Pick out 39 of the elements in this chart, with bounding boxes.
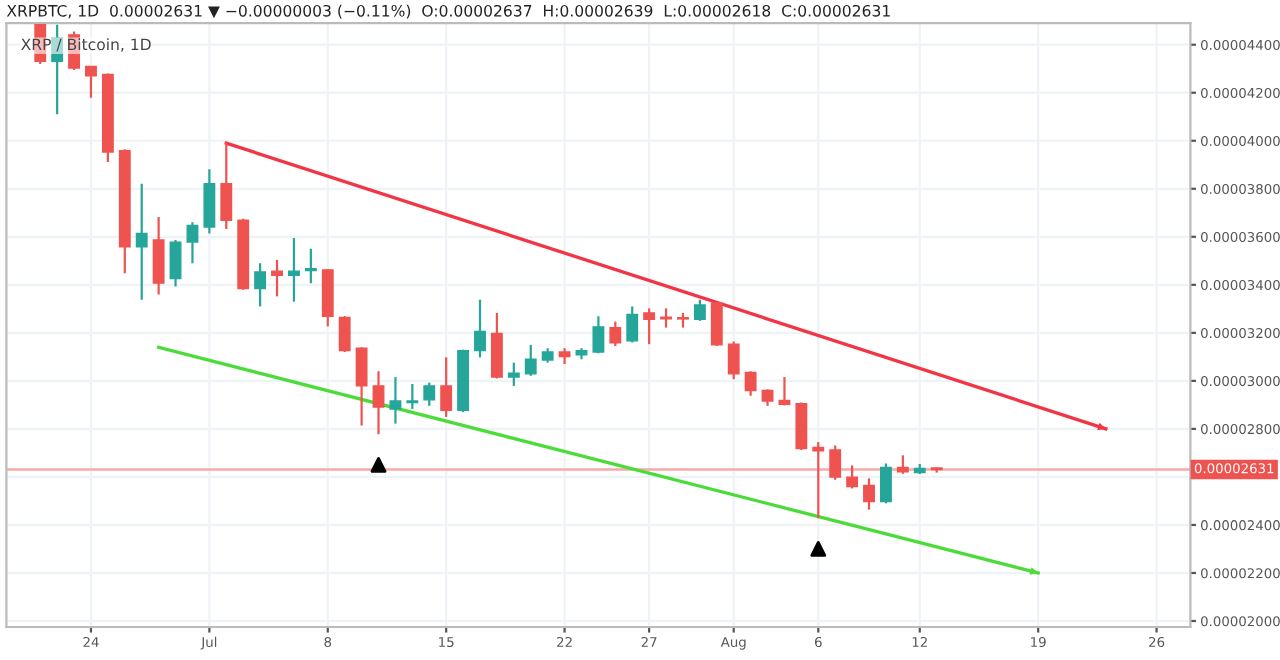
candlestick — [744, 370, 757, 397]
candlestick — [220, 141, 233, 230]
candlestick — [304, 247, 317, 285]
candlestick — [727, 340, 740, 381]
candlestick — [372, 370, 385, 436]
candlestick — [338, 314, 351, 354]
candlestick — [863, 477, 875, 511]
candlestick — [271, 258, 283, 298]
candlestick — [507, 361, 520, 388]
candlestick — [203, 168, 216, 235]
candlestick — [152, 215, 165, 296]
candlestick — [406, 382, 419, 411]
candlestick — [389, 375, 402, 425]
candlestick — [896, 454, 909, 475]
candlestick — [846, 464, 859, 490]
candlestick — [626, 305, 639, 344]
candlestick — [880, 462, 892, 505]
candlestick — [474, 298, 486, 359]
candlestick — [85, 65, 97, 99]
candlestick — [355, 346, 368, 427]
candlestick — [829, 444, 842, 481]
candlestick — [135, 182, 148, 301]
candlestick — [186, 221, 199, 265]
point — [810, 541, 827, 557]
candlestick — [440, 356, 453, 419]
candlestick — [288, 236, 300, 303]
candlestick — [423, 381, 436, 407]
candlestick — [592, 315, 605, 355]
candlestick — [524, 343, 537, 377]
candlestick — [795, 401, 808, 452]
point — [370, 457, 387, 473]
candlestick — [169, 238, 182, 288]
candlestick — [693, 298, 706, 322]
candlestick — [643, 307, 656, 346]
candlestick — [51, 23, 64, 116]
candlestick — [321, 268, 334, 328]
candlestick — [254, 262, 267, 308]
candlestick — [490, 311, 503, 380]
candlestick — [609, 320, 622, 348]
